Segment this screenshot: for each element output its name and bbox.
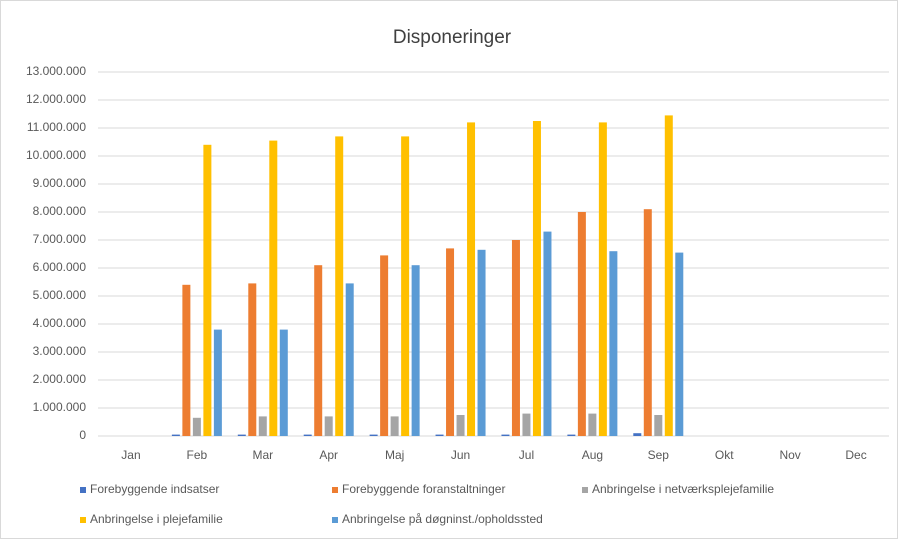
bar bbox=[675, 252, 684, 436]
x-tick-label: Aug bbox=[582, 448, 603, 462]
bar bbox=[501, 434, 510, 436]
bar bbox=[664, 115, 673, 437]
y-tick-label: 1.000.000 bbox=[33, 400, 87, 414]
bar bbox=[477, 249, 486, 436]
chart-title: Disponeringer bbox=[393, 27, 512, 48]
x-tick-label: Jun bbox=[451, 448, 470, 462]
legend-swatch bbox=[582, 487, 588, 493]
legend-label: Anbringelse på døgninst./opholdssted bbox=[342, 512, 543, 526]
y-tick-label: 6.000.000 bbox=[33, 260, 87, 274]
legend-label: Anbringelse i netværksplejefamilie bbox=[592, 482, 774, 496]
bar bbox=[598, 122, 607, 437]
bar bbox=[435, 434, 444, 436]
y-tick-label: 7.000.000 bbox=[33, 232, 87, 246]
bar bbox=[279, 329, 288, 436]
y-tick-label: 10.000.000 bbox=[26, 148, 86, 162]
bar bbox=[269, 140, 278, 436]
legend-label: Anbringelse i plejefamilie bbox=[90, 512, 223, 526]
bar bbox=[522, 413, 531, 436]
bar bbox=[171, 434, 180, 436]
bar bbox=[654, 415, 663, 436]
bar bbox=[303, 434, 312, 436]
bar bbox=[192, 417, 201, 436]
bar bbox=[567, 434, 576, 436]
bar bbox=[456, 415, 465, 436]
x-tick-label: Apr bbox=[319, 448, 338, 462]
bar bbox=[588, 413, 597, 436]
y-tick-label: 13.000.000 bbox=[26, 64, 86, 78]
x-tick-label: Nov bbox=[779, 448, 800, 462]
x-tick-label: Feb bbox=[187, 448, 208, 462]
x-tick-label: Sep bbox=[648, 448, 670, 462]
legend-label: Forebyggende foranstaltninger bbox=[342, 482, 505, 496]
bar bbox=[237, 434, 246, 436]
y-tick-label: 11.000.000 bbox=[27, 120, 86, 134]
bar bbox=[511, 240, 520, 436]
bar bbox=[248, 283, 257, 436]
y-tick-label: 5.000.000 bbox=[33, 288, 87, 302]
bar bbox=[182, 284, 191, 436]
bar bbox=[380, 255, 389, 436]
bar bbox=[345, 283, 354, 436]
bar bbox=[467, 122, 476, 437]
x-tick-label: Mar bbox=[252, 448, 273, 462]
bar bbox=[335, 136, 344, 436]
y-tick-label: 9.000.000 bbox=[33, 176, 87, 190]
y-tick-label: 12.000.000 bbox=[26, 92, 86, 106]
legend-swatch bbox=[332, 517, 338, 523]
y-tick-label: 8.000.000 bbox=[33, 204, 87, 218]
bar bbox=[577, 212, 586, 436]
legend-swatch bbox=[332, 487, 338, 493]
bar bbox=[369, 434, 378, 436]
legend-swatch bbox=[80, 487, 86, 493]
y-tick-label: 4.000.000 bbox=[33, 316, 87, 330]
bar bbox=[643, 209, 652, 436]
x-tick-label: Okt bbox=[715, 448, 734, 462]
bar bbox=[203, 144, 212, 437]
y-tick-label: 3.000.000 bbox=[33, 344, 87, 358]
bar bbox=[390, 416, 399, 436]
bar bbox=[411, 265, 420, 436]
x-tick-label: Dec bbox=[845, 448, 866, 462]
x-tick-label: Jul bbox=[519, 448, 534, 462]
legend-swatch bbox=[80, 517, 86, 523]
x-tick-label: Jan bbox=[121, 448, 140, 462]
legend-label: Forebyggende indsatser bbox=[90, 482, 219, 496]
bar bbox=[258, 416, 267, 436]
x-tick-label: Maj bbox=[385, 448, 404, 462]
y-tick-label: 2.000.000 bbox=[33, 372, 87, 386]
bar bbox=[314, 265, 323, 436]
bar bbox=[401, 136, 410, 436]
bar bbox=[324, 416, 333, 436]
bar bbox=[532, 121, 541, 436]
bar bbox=[213, 329, 222, 436]
y-tick-label: 0 bbox=[79, 428, 86, 442]
bar bbox=[609, 251, 618, 436]
bar bbox=[633, 433, 642, 436]
bar bbox=[543, 231, 552, 436]
bar bbox=[446, 248, 455, 436]
